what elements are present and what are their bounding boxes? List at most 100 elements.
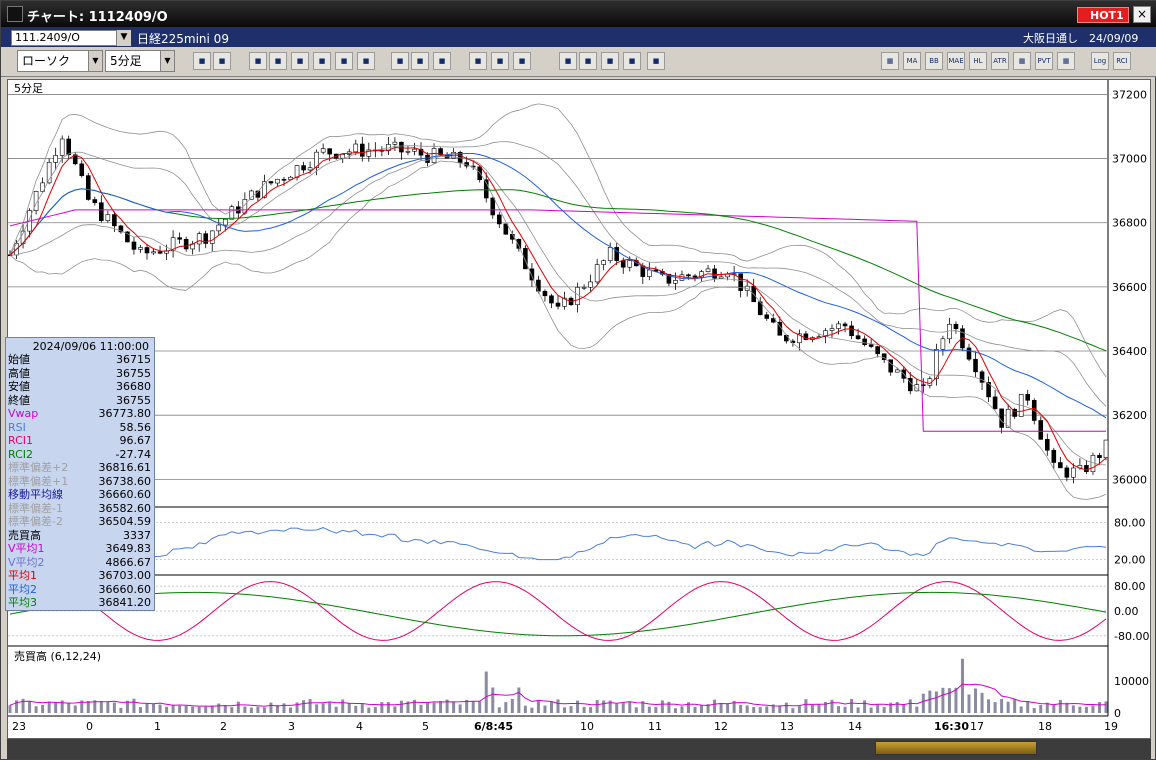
ma-indicator-button[interactable]: MA xyxy=(903,52,921,70)
pvt-indicator-button[interactable]: PVT xyxy=(1035,52,1053,70)
volume-bar xyxy=(563,707,567,713)
ichimoku-icon[interactable]: ▦ xyxy=(1013,52,1031,70)
volume-bar xyxy=(269,702,273,713)
volume-bar xyxy=(615,703,619,713)
candle-body xyxy=(536,279,541,292)
volume-label: 売買高 (6,12,24) xyxy=(14,649,101,663)
time-tick-label: 4 xyxy=(356,720,363,733)
volume-bar xyxy=(634,707,638,713)
info-row-value: 3337 xyxy=(123,528,151,542)
print-icon[interactable]: ■ xyxy=(623,52,641,70)
candle-ab-icon[interactable]: ■ xyxy=(411,52,429,70)
chart-area[interactable]: 37200 37000 36800 36600 36400 36200 36000 5分足 80… xyxy=(7,79,1151,739)
analysis-icon[interactable]: ■ xyxy=(559,52,577,70)
frame-icon[interactable]: ▦ xyxy=(1057,52,1075,70)
scrollbar-thumb[interactable] xyxy=(875,741,1037,755)
interval-select[interactable]: 5分足 ▼ xyxy=(105,50,175,72)
symbol-dropdown-icon[interactable]: ▼ xyxy=(116,30,131,46)
price-tick-label: 36400 xyxy=(1112,345,1147,358)
settings-icon[interactable]: ■ xyxy=(469,52,487,70)
volume-bar xyxy=(700,705,704,713)
info-row-value: 36841.20 xyxy=(98,596,152,609)
volume-bar xyxy=(484,671,488,713)
volume-bar xyxy=(967,694,971,713)
data-window-panel: 2024/09/06 11:00:00 始値 36715 高値 36755 安値 3668… xyxy=(5,337,155,611)
log-indicator-button[interactable]: Log xyxy=(1091,52,1109,70)
volume-bar xyxy=(380,702,384,713)
volume-bar xyxy=(419,704,423,713)
cursor-icon[interactable]: ■ xyxy=(291,52,309,70)
volume-bar xyxy=(243,706,247,713)
candle-body xyxy=(797,333,802,344)
magnify-chart-icon[interactable]: ■ xyxy=(579,52,597,70)
all-icon[interactable]: ■ xyxy=(433,52,451,70)
time-tick-label: 5 xyxy=(422,720,429,733)
close-button[interactable]: × xyxy=(1133,6,1151,23)
volume-bar xyxy=(608,700,612,713)
candle-body xyxy=(1097,455,1102,458)
volume-bar xyxy=(706,704,710,713)
info-row-value: 36660.60 xyxy=(98,582,152,596)
info-row: V平均2 4866.67 xyxy=(8,556,153,569)
brush-icon[interactable]: ■ xyxy=(491,52,509,70)
candle-icon[interactable]: ■ xyxy=(391,52,409,70)
chart-svg[interactable]: 37200 37000 36800 36600 36400 36200 36000 5分足 80… xyxy=(7,80,1152,740)
volume-bar xyxy=(275,705,279,713)
crosshair-icon[interactable]: ■ xyxy=(213,52,231,70)
price-tick-label: 36600 xyxy=(1112,281,1147,294)
volume-bar xyxy=(21,698,25,713)
volume-bar xyxy=(902,704,906,713)
candle-body xyxy=(1038,420,1044,440)
disabled-icon[interactable]: ■ xyxy=(647,52,665,70)
chart-type-select[interactable]: ローソク ▼ xyxy=(17,50,103,72)
candle-body xyxy=(738,273,743,291)
arrow-icon[interactable]: ■ xyxy=(313,52,331,70)
symbol-input[interactable]: 111.2409/O xyxy=(11,30,131,46)
candle-body xyxy=(392,141,398,145)
copy-icon[interactable]: ■ xyxy=(335,52,353,70)
candle-chart-icon[interactable]: ▦ xyxy=(881,52,899,70)
candle-body xyxy=(496,214,502,225)
hl-indicator-button[interactable]: HL xyxy=(969,52,987,70)
volume-bar xyxy=(119,707,123,713)
candle-body xyxy=(483,179,489,199)
atr-indicator-button[interactable]: ATR xyxy=(991,52,1009,70)
rci1-line xyxy=(9,581,1107,641)
volume-bar xyxy=(73,705,77,713)
info-row-value: 36755 xyxy=(116,366,151,380)
compare-icon[interactable]: ■ xyxy=(601,52,619,70)
info-row-value: 3649.83 xyxy=(105,542,152,555)
chart-interval-label: 5分足 xyxy=(14,82,43,95)
chevron-down-icon[interactable]: ▼ xyxy=(88,51,102,71)
candle-body xyxy=(523,248,528,270)
chevron-down-icon[interactable]: ▼ xyxy=(160,51,174,71)
bb-indicator-button[interactable]: BB xyxy=(925,52,943,70)
candle-body xyxy=(979,371,985,383)
info-row-value: 4866.67 xyxy=(105,555,152,569)
volume-bar xyxy=(184,705,188,713)
volume-bar xyxy=(112,702,116,713)
volume-bar xyxy=(230,707,234,713)
volume-bar xyxy=(543,705,547,713)
time-tick-label: 1 xyxy=(154,720,161,733)
zoom-icon[interactable]: ■ xyxy=(193,52,211,70)
volume-bar xyxy=(249,707,253,713)
volume-ma-line xyxy=(9,683,1107,707)
title-bar[interactable]: チャート: 1112409/O HOT1 × xyxy=(1,1,1156,27)
rci-indicator-button[interactable]: RCI xyxy=(1113,52,1131,70)
horizontal-scrollbar[interactable] xyxy=(7,739,1151,759)
candle-body xyxy=(183,238,189,250)
delete-icon[interactable]: ■ xyxy=(357,52,375,70)
volume-bar xyxy=(647,706,651,713)
info-row-label: V平均2 xyxy=(8,555,45,569)
mae-indicator-button[interactable]: MAE xyxy=(947,52,965,70)
volume-bar xyxy=(817,704,821,713)
volume-bar xyxy=(1058,699,1062,713)
palette-icon[interactable]: ■ xyxy=(513,52,531,70)
draw-line-icon[interactable]: ■ xyxy=(249,52,267,70)
hot-button[interactable]: HOT1 xyxy=(1077,7,1129,23)
volume-bar xyxy=(93,700,97,713)
volume-bar xyxy=(47,701,51,713)
price-tick-label: 36800 xyxy=(1112,217,1147,230)
pen-icon[interactable]: ■ xyxy=(269,52,287,70)
